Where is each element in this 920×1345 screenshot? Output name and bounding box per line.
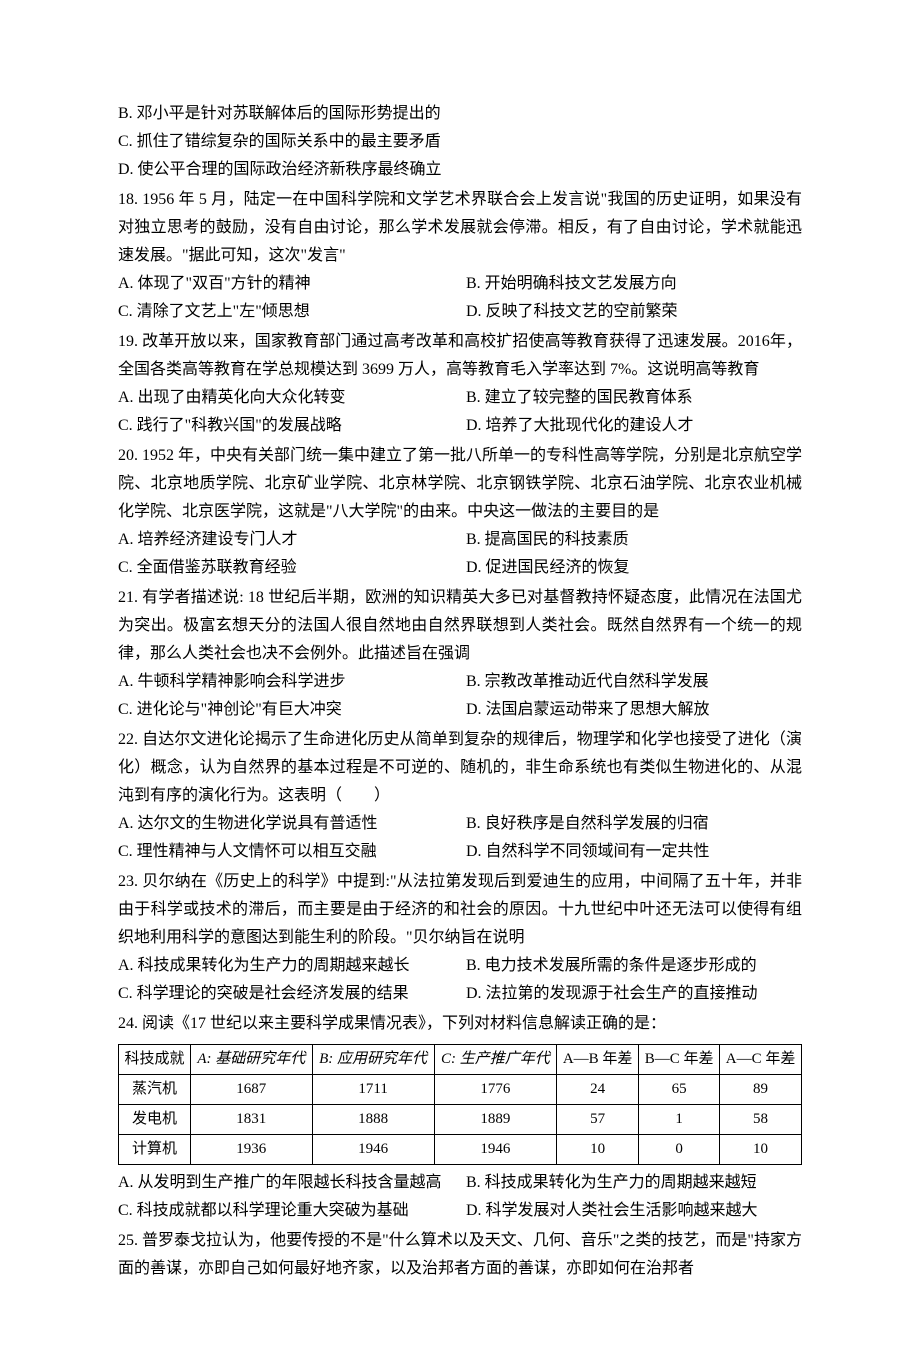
col-6: A—C 年差 [720, 1045, 802, 1075]
option-a: A. 体现了"双百"方针的精神 [118, 270, 460, 298]
question-stem: 18. 1956 年 5 月，陆定一在中国科学院和文学艺术界联合会上发言说"我国… [118, 186, 802, 270]
cell: 1946 [434, 1135, 557, 1165]
cell: 1776 [434, 1075, 557, 1105]
option-d: D. 科学发展对人类社会生活影响越来越大 [460, 1197, 802, 1225]
cell: 1889 [434, 1105, 557, 1135]
option-d: D. 法拉第的发现源于社会生产的直接推动 [460, 980, 802, 1008]
option-b: B. 提高国民的科技素质 [460, 526, 802, 554]
option-a: A. 培养经济建设专门人才 [118, 526, 460, 554]
options-list: A. 培养经济建设专门人才 B. 提高国民的科技素质 C. 全面借鉴苏联教育经验… [118, 526, 802, 582]
cell: 1687 [190, 1075, 312, 1105]
cell: 10 [557, 1135, 639, 1165]
question-20: 20. 1952 年，中央有关部门统一集中建立了第一批八所单一的专科性高等学院，… [118, 442, 802, 582]
options-list: A. 体现了"双百"方针的精神 B. 开始明确科技文艺发展方向 C. 清除了文艺… [118, 270, 802, 326]
question-stem: 23. 贝尔纳在《历史上的科学》中提到:"从法拉第发现后到爱迪生的应用，中间隔了… [118, 868, 802, 952]
table-row: 发电机 1831 1888 1889 57 1 58 [119, 1105, 802, 1135]
cell: 1 [639, 1105, 720, 1135]
question-18: 18. 1956 年 5 月，陆定一在中国科学院和文学艺术界联合会上发言说"我国… [118, 186, 802, 326]
option-d: D. 反映了科技文艺的空前繁荣 [460, 298, 802, 326]
col-0: 科技成就 [119, 1045, 191, 1075]
cell: 1936 [190, 1135, 312, 1165]
question-stem: 22. 自达尔文进化论揭示了生命进化历史从简单到复杂的规律后，物理学和化学也接受… [118, 726, 802, 810]
option-b: B. 科技成果转化为生产力的周期越来越短 [460, 1169, 802, 1197]
cell: 发电机 [119, 1105, 191, 1135]
option-b: B. 宗教改革推动近代自然科学发展 [460, 668, 802, 696]
cell: 65 [639, 1075, 720, 1105]
question-stem: 24. 阅读《17 世纪以来主要科学成果情况表》，下列对材料信息解读正确的是： [118, 1010, 802, 1038]
table-header-row: 科技成就 A: 基础研究年代 B: 应用研究年代 C: 生产推广年代 A—B 年… [119, 1045, 802, 1075]
question-17-fragment: B. 邓小平是针对苏联解体后的国际形势提出的 C. 抓住了错综复杂的国际关系中的… [118, 100, 802, 184]
option-d: D. 法国启蒙运动带来了思想大解放 [460, 696, 802, 724]
cell: 58 [720, 1105, 802, 1135]
option-b: B. 邓小平是针对苏联解体后的国际形势提出的 [118, 100, 802, 128]
option-d: D. 自然科学不同领域间有一定共性 [460, 838, 802, 866]
col-2: B: 应用研究年代 [312, 1045, 434, 1075]
options-list: A. 从发明到生产推广的年限越长科技含量越高 B. 科技成果转化为生产力的周期越… [118, 1169, 802, 1225]
option-a: A. 出现了由精英化向大众化转变 [118, 384, 460, 412]
option-c: C. 抓住了错综复杂的国际关系中的最主要矛盾 [118, 128, 802, 156]
cell: 57 [557, 1105, 639, 1135]
option-b: B. 开始明确科技文艺发展方向 [460, 270, 802, 298]
cell: 24 [557, 1075, 639, 1105]
cell: 计算机 [119, 1135, 191, 1165]
cell: 1711 [312, 1075, 434, 1105]
options-list: B. 邓小平是针对苏联解体后的国际形势提出的 C. 抓住了错综复杂的国际关系中的… [118, 100, 802, 184]
table-body: 蒸汽机 1687 1711 1776 24 65 89 发电机 1831 188… [119, 1075, 802, 1165]
option-d: D. 使公平合理的国际政治经济新秩序最终确立 [118, 156, 802, 184]
option-b: B. 良好秩序是自然科学发展的归宿 [460, 810, 802, 838]
question-stem: 20. 1952 年，中央有关部门统一集中建立了第一批八所单一的专科性高等学院，… [118, 442, 802, 526]
option-b: B. 建立了较完整的国民教育体系 [460, 384, 802, 412]
col-4: A—B 年差 [557, 1045, 639, 1075]
option-a: A. 达尔文的生物进化学说具有普适性 [118, 810, 460, 838]
options-list: A. 出现了由精英化向大众化转变 B. 建立了较完整的国民教育体系 C. 践行了… [118, 384, 802, 440]
question-22: 22. 自达尔文进化论揭示了生命进化历史从简单到复杂的规律后，物理学和化学也接受… [118, 726, 802, 866]
cell: 89 [720, 1075, 802, 1105]
table-row: 计算机 1936 1946 1946 10 0 10 [119, 1135, 802, 1165]
cell: 0 [639, 1135, 720, 1165]
question-stem: 25. 普罗泰戈拉认为，他要传授的不是"什么算术以及天文、几何、音乐"之类的技艺… [118, 1227, 802, 1283]
question-25: 25. 普罗泰戈拉认为，他要传授的不是"什么算术以及天文、几何、音乐"之类的技艺… [118, 1227, 802, 1283]
cell: 1831 [190, 1105, 312, 1135]
cell: 1888 [312, 1105, 434, 1135]
option-c: C. 理性精神与人文情怀可以相互交融 [118, 838, 460, 866]
table-row: 蒸汽机 1687 1711 1776 24 65 89 [119, 1075, 802, 1105]
cell: 1946 [312, 1135, 434, 1165]
option-d: D. 促进国民经济的恢复 [460, 554, 802, 582]
option-c: C. 清除了文艺上"左"倾思想 [118, 298, 460, 326]
col-3: C: 生产推广年代 [434, 1045, 557, 1075]
data-table: 科技成就 A: 基础研究年代 B: 应用研究年代 C: 生产推广年代 A—B 年… [118, 1044, 802, 1165]
option-b: B. 电力技术发展所需的条件是逐步形成的 [460, 952, 802, 980]
question-stem: 21. 有学者描述说: 18 世纪后半期，欧洲的知识精英大多已对基督教持怀疑态度… [118, 584, 802, 668]
options-list: A. 达尔文的生物进化学说具有普适性 B. 良好秩序是自然科学发展的归宿 C. … [118, 810, 802, 866]
cell: 10 [720, 1135, 802, 1165]
question-stem: 19. 改革开放以来，国家教育部门通过高考改革和高校扩招使高等教育获得了迅速发展… [118, 328, 802, 384]
option-c: C. 全面借鉴苏联教育经验 [118, 554, 460, 582]
option-c: C. 科学理论的突破是社会经济发展的结果 [118, 980, 460, 1008]
question-24: 24. 阅读《17 世纪以来主要科学成果情况表》，下列对材料信息解读正确的是： … [118, 1010, 802, 1225]
question-19: 19. 改革开放以来，国家教育部门通过高考改革和高校扩招使高等教育获得了迅速发展… [118, 328, 802, 440]
col-1: A: 基础研究年代 [190, 1045, 312, 1075]
science-results-table: 科技成就 A: 基础研究年代 B: 应用研究年代 C: 生产推广年代 A—B 年… [118, 1044, 802, 1165]
cell: 蒸汽机 [119, 1075, 191, 1105]
option-d: D. 培养了大批现代化的建设人才 [460, 412, 802, 440]
option-a: A. 从发明到生产推广的年限越长科技含量越高 [118, 1169, 460, 1197]
option-c: C. 科技成就都以科学理论重大突破为基础 [118, 1197, 460, 1225]
col-5: B—C 年差 [639, 1045, 720, 1075]
options-list: A. 牛顿科学精神影响会科学进步 B. 宗教改革推动近代自然科学发展 C. 进化… [118, 668, 802, 724]
option-a: A. 牛顿科学精神影响会科学进步 [118, 668, 460, 696]
options-list: A. 科技成果转化为生产力的周期越来越长 B. 电力技术发展所需的条件是逐步形成… [118, 952, 802, 1008]
option-a: A. 科技成果转化为生产力的周期越来越长 [118, 952, 460, 980]
question-23: 23. 贝尔纳在《历史上的科学》中提到:"从法拉第发现后到爱迪生的应用，中间隔了… [118, 868, 802, 1008]
option-c: C. 践行了"科教兴国"的发展战略 [118, 412, 460, 440]
question-21: 21. 有学者描述说: 18 世纪后半期，欧洲的知识精英大多已对基督教持怀疑态度… [118, 584, 802, 724]
option-c: C. 进化论与"神创论"有巨大冲突 [118, 696, 460, 724]
